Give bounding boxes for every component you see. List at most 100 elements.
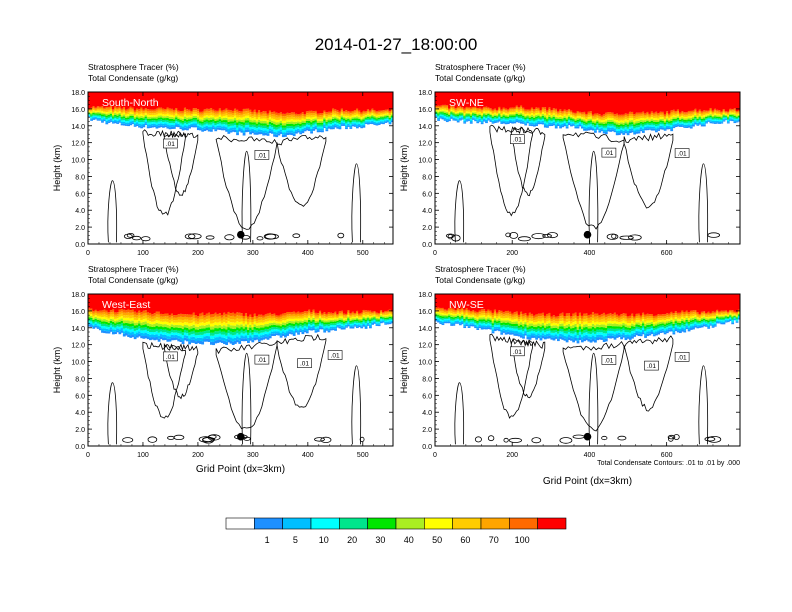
tracer-cell bbox=[266, 313, 270, 317]
tracer-cell bbox=[168, 294, 172, 316]
tracer-cell bbox=[504, 121, 508, 123]
tracer-cell bbox=[133, 92, 137, 111]
tracer-cell bbox=[233, 92, 237, 109]
tracer-cell bbox=[290, 114, 294, 117]
tracer-cell bbox=[390, 314, 393, 316]
tracer-cell bbox=[382, 312, 385, 314]
tracer-cell bbox=[450, 112, 454, 114]
tracer-cell bbox=[238, 111, 242, 114]
tracer-cell bbox=[533, 123, 536, 125]
tracer-cell bbox=[600, 120, 604, 122]
tracer-cell bbox=[260, 125, 263, 128]
tracer-cell bbox=[162, 329, 165, 333]
tracer-cell bbox=[264, 113, 268, 117]
tracer-cell bbox=[170, 334, 174, 338]
contour-line bbox=[542, 233, 552, 238]
tracer-cell bbox=[172, 92, 176, 110]
tracer-cell bbox=[386, 115, 390, 118]
tracer-cell bbox=[205, 121, 209, 124]
tracer-cell bbox=[609, 112, 613, 115]
tracer-cell bbox=[548, 111, 552, 113]
tracer-cell bbox=[585, 117, 589, 119]
tracer-cell bbox=[188, 314, 191, 318]
tracer-cell bbox=[687, 124, 691, 126]
tracer-cell bbox=[644, 126, 647, 129]
tracer-cell bbox=[244, 115, 248, 119]
tracer-cell bbox=[375, 122, 379, 125]
tracer-cell bbox=[345, 322, 348, 324]
tracer-cell bbox=[249, 325, 252, 328]
tracer-cell bbox=[366, 122, 370, 125]
tracer-cell bbox=[125, 294, 128, 311]
tracer-cell bbox=[297, 313, 300, 317]
tracer-cell bbox=[301, 118, 305, 121]
tracer-cell bbox=[513, 92, 517, 108]
contour-line bbox=[546, 232, 558, 239]
tracer-cell bbox=[596, 124, 599, 127]
tracer-cell bbox=[166, 316, 170, 320]
tracer-cell bbox=[231, 119, 235, 122]
tracer-cell bbox=[172, 121, 176, 124]
tracer-cell bbox=[377, 315, 381, 317]
tracer-cell bbox=[696, 113, 700, 115]
tracer-cell bbox=[101, 111, 104, 113]
tracer-cell bbox=[583, 126, 586, 129]
tracer-cell bbox=[713, 117, 717, 120]
tracer-cell bbox=[118, 116, 122, 118]
tracer-cell bbox=[517, 113, 521, 115]
tracer-cell bbox=[472, 92, 475, 108]
tracer-cell bbox=[253, 332, 257, 335]
tracer-cell bbox=[382, 119, 385, 122]
tracer-cell bbox=[199, 325, 202, 329]
tracer-cell bbox=[312, 115, 316, 118]
tracer-cell bbox=[125, 322, 128, 326]
tracer-cell bbox=[120, 328, 124, 331]
tracer-cell bbox=[201, 115, 205, 118]
tracer-cell bbox=[220, 120, 224, 123]
tracer-cell bbox=[539, 119, 543, 122]
tracer-cell bbox=[125, 333, 128, 336]
tracer-cell bbox=[131, 326, 135, 329]
tracer-cell bbox=[737, 114, 740, 117]
tracer-cell bbox=[220, 323, 224, 327]
tracer-cell bbox=[379, 294, 383, 311]
tracer-cell bbox=[594, 117, 597, 120]
tracer-cell bbox=[665, 113, 669, 115]
tracer-cell bbox=[238, 312, 242, 316]
tracer-cell bbox=[225, 120, 229, 123]
tracer-cell bbox=[131, 122, 135, 125]
tracer-cell bbox=[371, 116, 374, 118]
contour-line bbox=[163, 130, 199, 196]
tracer-cell bbox=[183, 123, 187, 126]
tracer-cell bbox=[190, 294, 194, 315]
tracer-cell bbox=[371, 110, 374, 112]
tracer-cell bbox=[340, 320, 344, 323]
tracer-cell bbox=[528, 119, 532, 121]
tracer-cell bbox=[129, 323, 133, 327]
tracer-cell bbox=[325, 325, 329, 328]
tracer-cell bbox=[133, 325, 137, 329]
tracer-cell bbox=[227, 333, 231, 337]
tracer-cell bbox=[149, 109, 152, 112]
tracer-cell bbox=[364, 310, 368, 313]
tracer-cell bbox=[107, 116, 111, 119]
tracer-cell bbox=[88, 315, 91, 318]
tracer-cell bbox=[109, 294, 113, 311]
tracer-cell bbox=[613, 117, 617, 120]
tracer-cell bbox=[98, 314, 102, 317]
tracer-cell bbox=[162, 92, 165, 109]
tracer-cell bbox=[441, 109, 445, 111]
tracer-cell bbox=[153, 113, 157, 115]
tracer-cell bbox=[186, 115, 189, 118]
tracer-cell bbox=[236, 321, 239, 325]
tracer-cell bbox=[192, 315, 196, 319]
y-tick-label: 0.0 bbox=[75, 444, 85, 451]
tracer-cell bbox=[288, 123, 292, 127]
tracer-cell bbox=[509, 107, 512, 110]
tracer-cell bbox=[572, 123, 576, 125]
tracer-cell bbox=[618, 133, 621, 136]
tracer-cell bbox=[541, 120, 545, 123]
tracer-cell bbox=[98, 294, 102, 311]
tracer-cell bbox=[153, 321, 157, 325]
tracer-cell bbox=[157, 314, 161, 318]
